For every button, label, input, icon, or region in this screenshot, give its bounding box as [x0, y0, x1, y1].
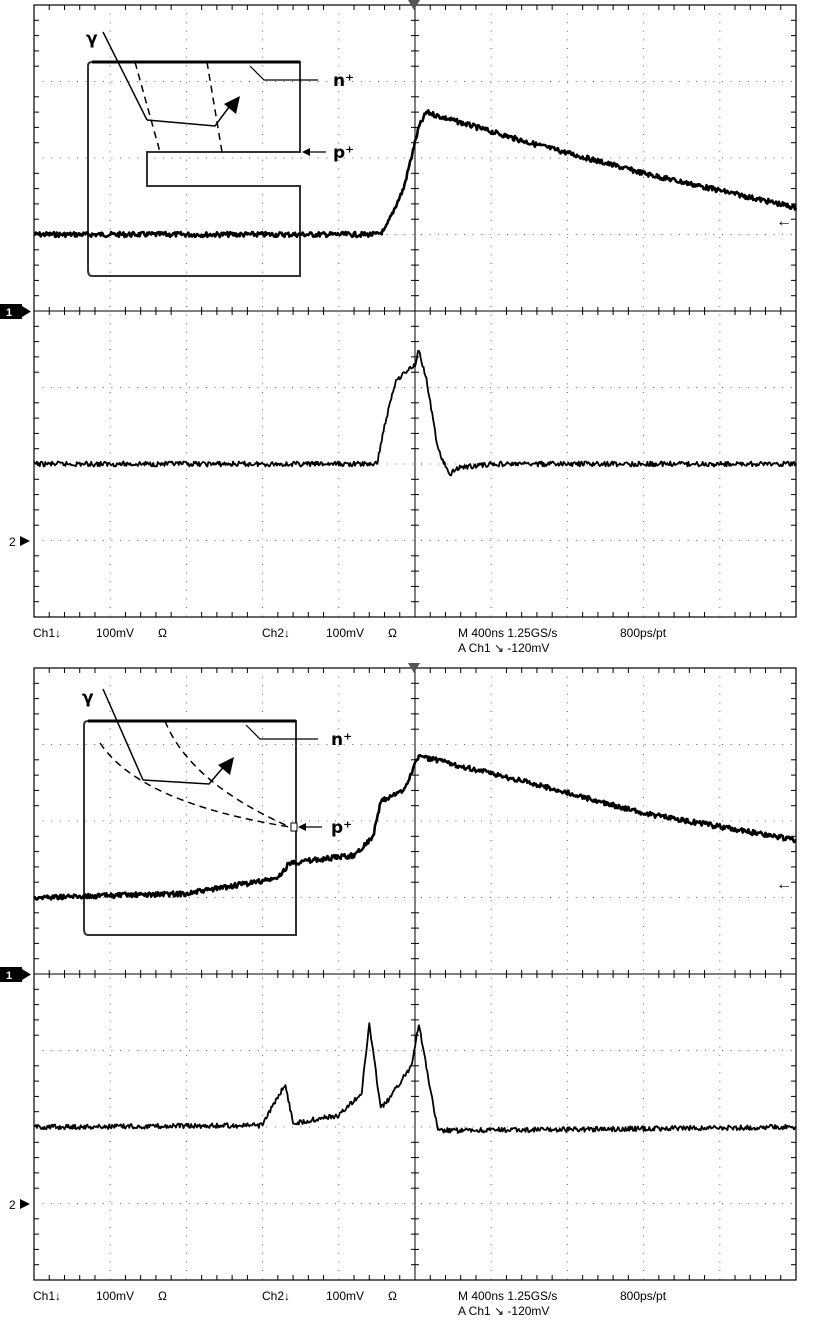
gamma-label: γ — [86, 29, 98, 49]
ch2-coupling: Ω — [388, 1289, 397, 1303]
ch1-scale: 100mV — [96, 626, 134, 640]
n-plus-label: n⁺ — [331, 730, 352, 750]
n-plus-pointer — [249, 65, 318, 81]
trigger-setting: A Ch1 ↘ -120mV — [458, 641, 549, 655]
channel2-trace — [33, 349, 797, 477]
svg-text:1: 1 — [6, 307, 12, 319]
scope-panel-top: γ n⁺ p⁺ 1 2 ← Ch1↓ 100mV Ω Ch2↓ 100mV Ω … — [0, 0, 798, 655]
ch1-label: Ch1↓ — [33, 1289, 61, 1303]
drift-path-1 — [134, 61, 161, 153]
ch2-scale: 100mV — [326, 1289, 364, 1303]
drift-path-1 — [99, 742, 291, 828]
ch1-label: Ch1↓ — [33, 626, 61, 640]
channel1-marker: 1 — [0, 304, 31, 319]
ch2-label: Ch2↓ — [262, 1289, 290, 1303]
electron-track — [146, 102, 233, 127]
scope-screen-top: γ n⁺ p⁺ 1 2 ← Ch1↓ 100mV Ω Ch2↓ 100mV Ω … — [0, 0, 798, 655]
detector-outline — [83, 720, 297, 936]
p-plus-label: p⁺ — [333, 143, 354, 163]
scope-screen-bottom: γ n⁺ p⁺ 1 2 ← Ch1↓ 100mV Ω Ch2↓ 100mV Ω … — [0, 663, 797, 1318]
ch1-coupling: Ω — [158, 1289, 167, 1303]
track-arrowhead — [218, 757, 234, 775]
channel1-marker: 1 — [0, 967, 31, 982]
svg-text:2: 2 — [9, 535, 16, 549]
svg-text:2: 2 — [9, 1198, 16, 1212]
trigger-setting: A Ch1 ↘ -120mV — [458, 1304, 549, 1318]
detector-outline — [87, 61, 301, 277]
ch2-label: Ch2↓ — [262, 626, 290, 640]
track-arrowhead — [224, 96, 240, 114]
graticule-top — [33, 4, 797, 618]
ch2-scale: 100mV — [326, 626, 364, 640]
trigger-level-arrow: ← — [776, 876, 792, 893]
channel2-trace — [33, 1022, 797, 1134]
gamma-track — [102, 31, 148, 121]
p-plus-pointer-head — [298, 823, 306, 831]
drift-path-2 — [206, 61, 223, 153]
channel1-trace — [32, 753, 797, 901]
trigger-position-marker — [408, 663, 420, 673]
waveforms-bottom — [32, 753, 797, 1134]
svg-text:1: 1 — [6, 970, 12, 982]
channel2-marker: 2 — [9, 535, 30, 549]
inset-bottom: γ n⁺ p⁺ — [82, 688, 352, 936]
channel1-trace — [33, 109, 798, 239]
trigger-position-marker — [408, 0, 420, 10]
trigger-level-arrow: ← — [776, 213, 792, 230]
p-plus-contact — [290, 822, 298, 832]
ch2-coupling: Ω — [388, 626, 397, 640]
resolution: 800ps/pt — [620, 626, 667, 640]
ch1-coupling: Ω — [158, 626, 167, 640]
electron-track — [142, 763, 227, 785]
inset-top: γ n⁺ p⁺ — [86, 29, 354, 277]
channel2-marker: 2 — [9, 1198, 30, 1212]
timebase: M 400ns 1.25GS/s — [458, 626, 557, 640]
drift-path-2 — [164, 720, 291, 828]
timebase: M 400ns 1.25GS/s — [458, 1289, 557, 1303]
resolution: 800ps/pt — [620, 1289, 667, 1303]
gamma-track — [102, 688, 144, 781]
graticule-bottom — [33, 667, 797, 1281]
n-plus-pointer — [245, 724, 318, 740]
scope-panel-bottom: γ n⁺ p⁺ 1 2 ← Ch1↓ 100mV Ω Ch2↓ 100mV Ω … — [0, 663, 831, 1327]
gamma-label: γ — [82, 688, 94, 708]
ch1-scale: 100mV — [96, 1289, 134, 1303]
p-plus-label: p⁺ — [331, 818, 352, 838]
p-plus-pointer-head — [302, 148, 310, 156]
n-plus-label: n⁺ — [333, 71, 354, 91]
waveforms-top — [33, 109, 798, 477]
